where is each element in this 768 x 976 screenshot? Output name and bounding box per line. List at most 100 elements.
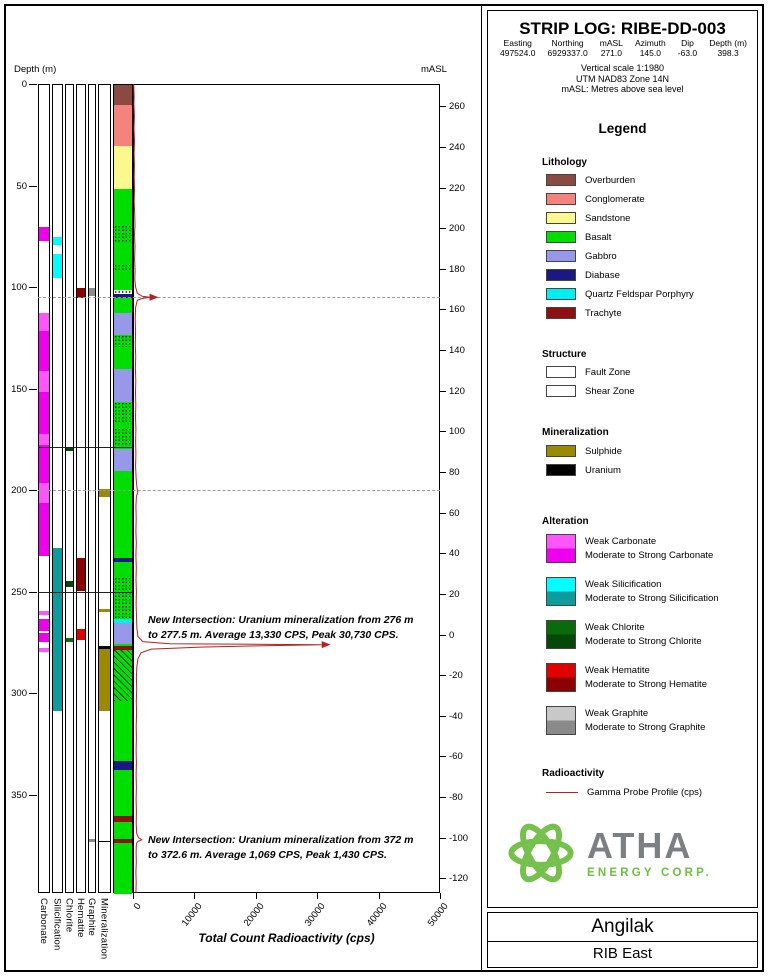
legend-item-label: Conglomerate <box>585 193 645 205</box>
sandstone-swatch <box>546 212 576 224</box>
masl-tick <box>440 512 446 514</box>
strong-alteration-label: Moderate to Strong Graphite <box>585 722 706 733</box>
strip-log-plot: Depth (m) mASL Total Count Radioactivity… <box>11 64 469 960</box>
interval-carbonate <box>39 371 49 392</box>
project-area: RIB East <box>592 945 653 962</box>
track-label-hematite: Hematite <box>75 898 86 938</box>
info-panel: STRIP LOG: RIBE-DD-003 Easting 497524.0 No… <box>487 10 758 908</box>
legend-item-uranium: Uranium <box>546 464 751 476</box>
sulphide-swatch <box>546 445 576 457</box>
masl-tick <box>440 390 446 392</box>
depth-axis-title: Depth (m) <box>14 64 57 75</box>
interval-hematite <box>77 558 85 591</box>
collar-field-label: Dip <box>681 38 694 48</box>
legend-item-conglomerate: Conglomerate <box>546 193 751 205</box>
legend-item-trachyte: Trachyte <box>546 307 751 319</box>
weak-hematite-swatch <box>546 663 576 692</box>
strong-alteration-label: Moderate to Strong Chlorite <box>585 636 702 647</box>
interval-lithology <box>114 816 132 823</box>
collar-field-masl: mASL 271.0 <box>600 38 623 58</box>
masl-tick <box>440 268 446 270</box>
masl-axis-title: mASL <box>421 64 447 75</box>
interval-lithology <box>114 558 132 563</box>
depth-tick-label: 100 <box>11 282 27 294</box>
structure-legend-items: Fault Zone Shear Zone <box>546 366 751 404</box>
interval-lithology <box>114 312 132 335</box>
weak-alteration-label: Weak Chlorite <box>585 622 645 633</box>
interval-carbonate <box>39 227 49 242</box>
collar-field-label: Depth (m) <box>709 38 747 48</box>
interval-graphite <box>89 288 95 297</box>
weak-carbonate-swatch <box>546 534 576 563</box>
collar-info-table: Easting 497524.0 Northing 6929337.0 mASL 271.… <box>500 38 747 58</box>
depth-tick <box>29 84 37 85</box>
track-label-graphite: Graphite <box>86 898 97 937</box>
legend-item-quartz-feldspar-porphyry: Quartz Feldspar Porphyry <box>546 288 751 300</box>
interval-lithology <box>114 562 132 577</box>
interval-lithology <box>114 822 132 839</box>
mineralization-section-title: Mineralization <box>542 427 609 438</box>
cps-tick-label: 10000 <box>180 901 206 929</box>
interval-lithology <box>114 334 132 348</box>
survey-notes: Vertical scale 1:1980 UTM NAD83 Zone 14N… <box>488 63 757 95</box>
masl-tick <box>440 553 446 555</box>
legend-item-label: Gamma Probe Profile (cps) <box>587 787 703 798</box>
depth-tick <box>29 591 37 593</box>
interval-lithology <box>114 649 132 701</box>
legend-item-overburden: Overburden <box>546 174 751 186</box>
interval-lithology <box>114 428 132 445</box>
interval-silicification <box>53 253 62 278</box>
interval-lithology <box>114 294 132 299</box>
masl-tick <box>440 228 446 230</box>
radioactivity-legend-items: Gamma Probe Profile (cps) <box>546 787 751 798</box>
alteration-labels: Weak Silicification Moderate to Strong Si… <box>585 577 719 606</box>
footer-divider <box>488 941 757 942</box>
track-label-carbonate: Carbonate <box>38 898 49 945</box>
depth-tick <box>29 795 37 796</box>
interval-lithology <box>114 225 132 244</box>
track-silicification <box>52 84 63 894</box>
legend-item-label: Shear Zone <box>585 385 635 397</box>
masl-tick-label: -20 <box>449 670 463 682</box>
radioactivity-plot-area <box>133 84 440 893</box>
masl-tick-label: 100 <box>449 426 465 438</box>
interval-lithology <box>114 401 132 423</box>
interval-hematite <box>77 288 85 299</box>
track-mineralization <box>98 84 111 894</box>
interval-lithology <box>114 576 132 620</box>
collar-field-dip: Dip -63.0 <box>678 38 697 58</box>
masl-tick-label: -120 <box>449 873 469 885</box>
collar-field-label: Easting <box>503 38 532 48</box>
trachyte-swatch <box>546 307 576 319</box>
annotation-line: New Intersection: Uranium mineralization… <box>148 614 414 627</box>
masl-tick-label: 220 <box>449 182 465 194</box>
legend-item-diabase: Diabase <box>546 269 751 281</box>
interval-lithology <box>114 369 132 402</box>
quartz-feldspar-porphyry-swatch <box>546 288 576 300</box>
masl-tick-label: 60 <box>449 507 460 519</box>
cps-tick-label: 30000 <box>302 901 328 929</box>
cps-tick <box>440 893 441 900</box>
gamma-spike-arrow <box>149 293 159 301</box>
interval-lithology <box>114 444 132 449</box>
masl-tick-label: 180 <box>449 263 465 275</box>
interval-hematite <box>77 629 85 640</box>
weak-chlorite-swatch <box>546 620 576 649</box>
depth-tick <box>29 490 37 492</box>
cps-tick <box>378 893 380 900</box>
masl-tick-label: 260 <box>449 101 465 113</box>
depth-tick <box>29 388 37 390</box>
legend-item-gamma-probe-profile-cps: Gamma Probe Profile (cps) <box>546 787 751 798</box>
interval-mineralization <box>99 645 110 711</box>
strong-alteration-label: Moderate to Strong Silicification <box>585 593 719 604</box>
legend-item-label: Sandstone <box>585 212 631 224</box>
cps-tick <box>255 893 257 900</box>
atha-logo-subtitle: ENERGY CORP. <box>587 866 712 879</box>
track-hematite <box>76 84 86 894</box>
depth-tick-label: 350 <box>11 790 27 801</box>
masl-tick <box>440 106 446 108</box>
alteration-legend-items: Weak Carbonate Moderate to Strong Carbona… <box>546 534 751 749</box>
annotation-line: to 277.5 m. Average 13,330 CPS, Peak 30,… <box>148 629 399 642</box>
masl-tick <box>440 837 446 839</box>
interval-carbonate <box>39 312 49 331</box>
